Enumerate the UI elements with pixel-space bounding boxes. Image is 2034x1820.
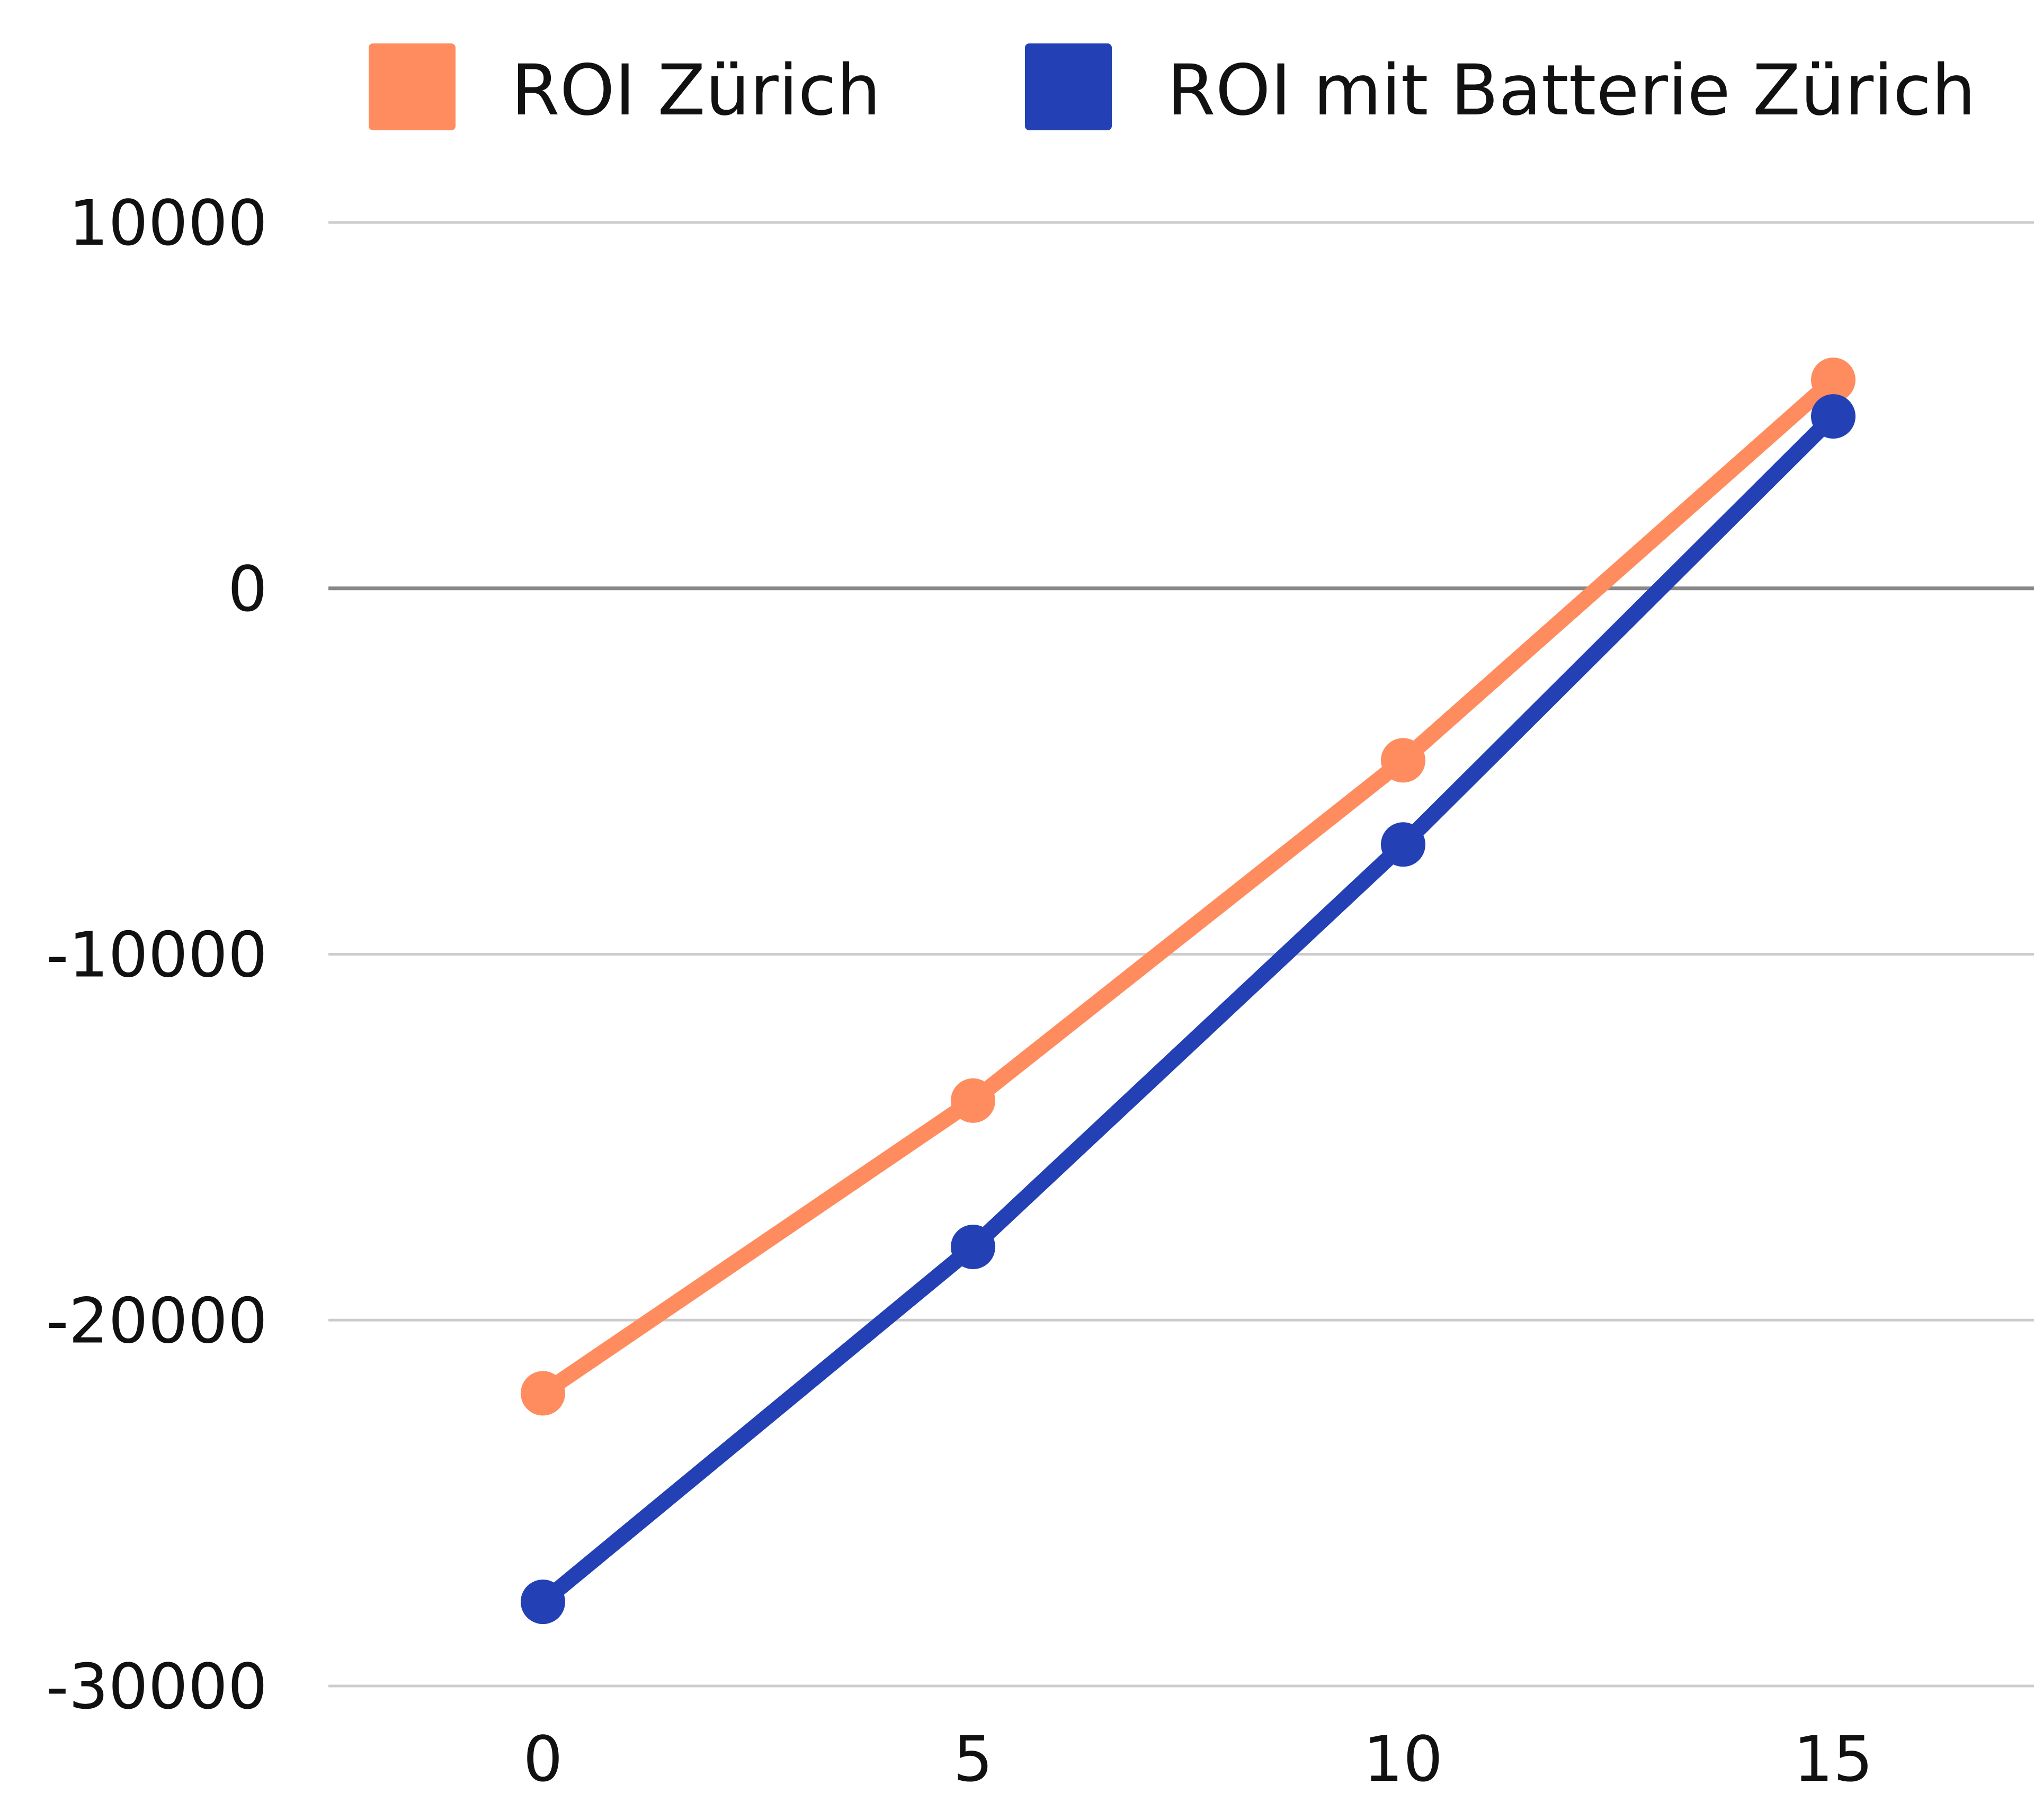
- data-point: [1381, 738, 1425, 783]
- y-tick-label: -30000: [46, 1650, 267, 1723]
- gridlines: [328, 221, 2034, 1688]
- data-point: [1811, 358, 1855, 403]
- data-point: [521, 1580, 565, 1625]
- x-tick-label: 10: [1363, 1723, 1443, 1796]
- data-point: [951, 1078, 995, 1123]
- legend-label-roi-mit-batterie-zurich: ROI mit Batterie Zürich: [1167, 50, 1976, 131]
- series-1: [521, 394, 1855, 1625]
- series-line: [535, 408, 1841, 1610]
- legend: ROI Zürich ROI mit Batterie Zürich: [369, 43, 1976, 131]
- y-tick-label: 0: [228, 552, 267, 626]
- series-layer: [521, 358, 1855, 1625]
- x-tick-label: 0: [523, 1723, 563, 1796]
- data-point: [1381, 822, 1425, 867]
- x-tick-label: 5: [953, 1723, 993, 1796]
- y-tick-label: 10000: [69, 186, 267, 260]
- data-point: [1811, 394, 1855, 439]
- legend-swatch-roi-mit-batterie-zurich: [1025, 43, 1112, 130]
- y-tick-label: -10000: [46, 918, 267, 992]
- legend-swatch-roi-zurich: [369, 43, 456, 130]
- series-0: [521, 358, 1855, 1416]
- x-axis-tick-labels: 0 5 10 15: [523, 1723, 1873, 1796]
- data-point: [521, 1371, 565, 1416]
- series-line: [535, 372, 1841, 1402]
- legend-label-roi-zurich: ROI Zürich: [511, 50, 881, 131]
- y-axis-tick-labels: 10000 0 -10000 -20000 -30000: [46, 186, 267, 1723]
- x-tick-label: 15: [1794, 1723, 1873, 1796]
- y-tick-label: -20000: [46, 1284, 267, 1357]
- data-point: [951, 1225, 995, 1270]
